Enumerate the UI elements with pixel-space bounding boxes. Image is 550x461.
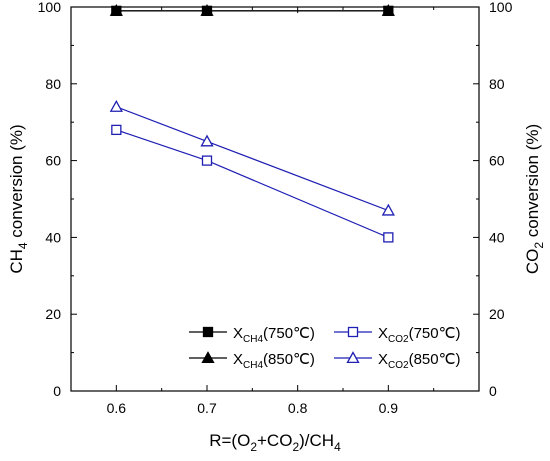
legend-label-rest: (750℃) — [409, 325, 461, 342]
x-axis-title-main: R=(O — [209, 431, 250, 450]
x-axis-title-sub1: 2 — [250, 440, 257, 454]
series-point-2 — [383, 232, 394, 243]
legend-label-sub: CH4 — [243, 360, 263, 371]
legend-label-main: X — [233, 351, 243, 368]
y-axis-title-rest: conversion (%) — [7, 124, 26, 242]
legend-label: XCO2(850℃) — [378, 351, 460, 371]
series-layer — [109, 4, 395, 243]
y2-tick-label: 60 — [489, 153, 505, 169]
y-tick-label: 40 — [45, 229, 61, 245]
x-tick-label: 0.6 — [107, 400, 127, 416]
legend-marker — [347, 326, 359, 338]
y-axis-title-main: CH — [7, 249, 26, 274]
y-tick-label: 60 — [45, 153, 61, 169]
series-point-2 — [111, 124, 122, 136]
series-point-3 — [381, 203, 395, 216]
y2-tick-label: 0 — [489, 383, 497, 399]
y-axis-title: CH4 conversion (%) — [7, 124, 30, 273]
ticks-layer: 0 0 20 20 40 40 60 60 80 80 100 100 0.6 0.7 0.8 0.9 — [38, 0, 513, 416]
y-tick-label: 20 — [45, 306, 61, 322]
y-axis-title-sub: 4 — [16, 242, 30, 249]
legend-marker — [346, 351, 360, 364]
legend-label-sub: CO2 — [388, 360, 409, 371]
legend-label-rest: (850℃) — [263, 351, 315, 368]
y-tick-label: 0 — [53, 383, 61, 399]
legend-label: XCH4(850℃) — [233, 351, 315, 371]
legend-label-rest: (750℃) — [263, 325, 315, 342]
x-tick-label: 0.9 — [379, 400, 399, 416]
y2-tick-label: 100 — [489, 0, 513, 15]
y-tick-label: 100 — [38, 0, 62, 15]
y2-axis-title: CO2 conversion (%) — [523, 124, 546, 274]
legend: XCH4(750℃) XCO2(750℃)XCH4(850℃) XCO2(850℃) — [189, 325, 460, 371]
legend-label-main: X — [233, 325, 243, 342]
series-point-2 — [201, 155, 213, 166]
series-point-1 — [109, 4, 123, 16]
y2-axis-title-sub: 2 — [532, 242, 546, 249]
legend-marker — [201, 351, 215, 364]
y2-tick-label: 20 — [489, 306, 505, 322]
y2-axis-title-main: CO — [523, 249, 542, 275]
y2-tick-label: 40 — [489, 229, 505, 245]
series-line-3 — [116, 106, 389, 212]
series-point-3 — [109, 100, 123, 112]
legend-label: XCH4(750℃) — [233, 325, 315, 345]
x-axis-title-sub2: 2 — [292, 440, 299, 454]
x-axis-title-sub3: 4 — [334, 440, 341, 454]
x-tick-label: 0.8 — [288, 400, 308, 416]
plot-frame — [70, 6, 480, 392]
legend-label-sub: CH4 — [243, 334, 263, 345]
y2-axis-title-rest: conversion (%) — [523, 124, 542, 242]
series-line-2 — [116, 129, 389, 238]
legend-label-rest: (850℃) — [409, 351, 461, 368]
x-axis-title-end: )/CH — [299, 431, 334, 450]
series-point-1 — [200, 4, 214, 16]
legend-label-main: X — [378, 351, 388, 368]
x-axis-title: R=(O2+CO2)/CH4 — [209, 431, 341, 454]
legend-marker — [202, 326, 214, 338]
x-tick-label: 0.7 — [197, 400, 217, 416]
legend-label-sub: CO2 — [388, 334, 409, 345]
legend-label: XCO2(750℃) — [378, 325, 460, 345]
y-tick-label: 80 — [45, 76, 61, 92]
series-point-3 — [200, 134, 214, 147]
series-point-1 — [381, 4, 395, 16]
legend-label-main: X — [378, 325, 388, 342]
y2-tick-label: 80 — [489, 76, 505, 92]
x-axis-title-mid: +CO — [257, 431, 292, 450]
